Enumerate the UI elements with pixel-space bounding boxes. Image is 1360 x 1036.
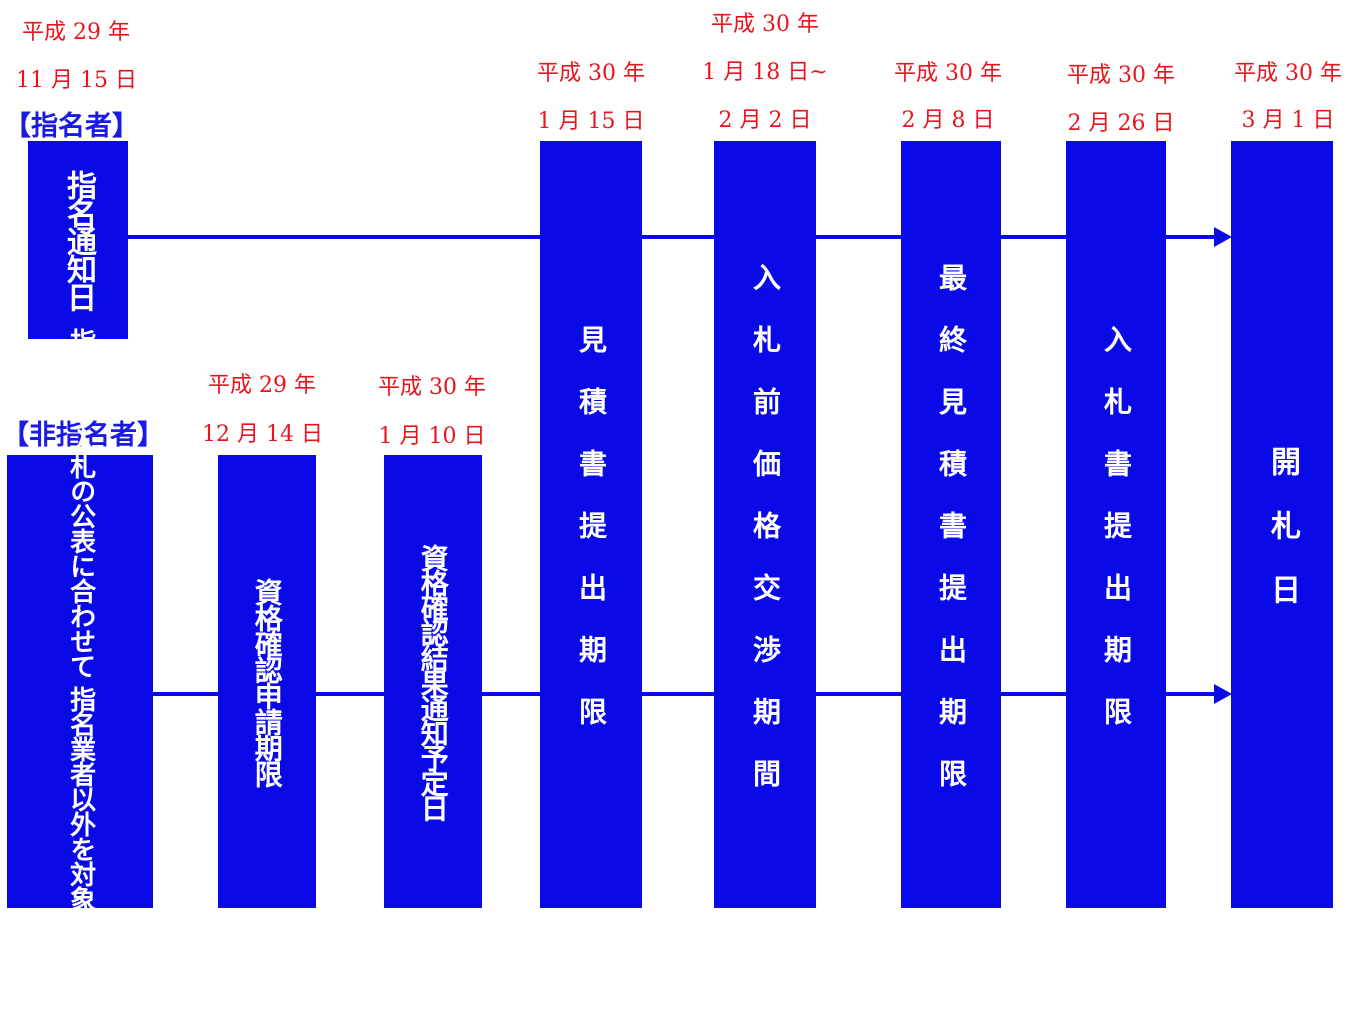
box-qual-apply: 資格確認申請期限 (218, 455, 316, 908)
box-public-notice: 指名競争入札の公表に合わせて 指名業者以外を対象に公募開始 (7, 328, 153, 1036)
date-day-nominate-notice: 11 月 15 日 (16, 68, 137, 93)
box-qual-result-text: 資格確認結果通知予定日 (416, 544, 450, 819)
date-day-qual-apply: 12 月 14 日 (202, 422, 323, 447)
date-era-estimate: 平成 30 年 (537, 61, 645, 86)
non-nominated-timeline-line (152, 692, 1218, 696)
date-era-negotiation: 平成 30 年 (711, 12, 819, 37)
box-public-notice-line1: 指名競争入札の公表に合わせて (65, 327, 96, 678)
date-day-bid: 2 月 26 日 (1067, 111, 1175, 136)
box-nominate-notice: 指名通知日 (28, 141, 128, 339)
date-era-qual-apply: 平成 29 年 (208, 373, 316, 398)
date-era-bid: 平成 30 年 (1067, 63, 1175, 88)
box-public-notice-line2: 指名業者以外を対象に公募開始 (65, 685, 96, 1036)
nominated-timeline-line (128, 235, 1218, 239)
box-bid: 入札書提出期限 (1066, 141, 1166, 908)
date-day-qual-result: 1 月 10 日 (378, 424, 486, 449)
box-bid-text: 入札書提出期限 (1100, 324, 1133, 759)
box-estimate-text: 見積書提出期限 (575, 324, 608, 759)
box-nominate-notice-text: 指名通知日 (61, 170, 96, 310)
box-final-estimate: 最終見積書提出期限 (901, 141, 1001, 908)
non-nominated-timeline-arrowhead (1214, 684, 1232, 704)
box-final-estimate-text: 最終見積書提出期限 (935, 262, 968, 821)
box-negotiation-text: 入札前価格交渉期間 (749, 262, 782, 821)
date-era-opening: 平成 30 年 (1234, 61, 1342, 86)
date-day-opening: 3 月 1 日 (1241, 108, 1335, 133)
box-qual-result: 資格確認結果通知予定日 (384, 455, 482, 908)
date-day-negotiation-end: 2 月 2 日 (718, 108, 812, 133)
box-opening: 開札日 (1231, 141, 1333, 908)
box-negotiation: 入札前価格交渉期間 (714, 141, 816, 908)
date-era-qual-result: 平成 30 年 (378, 375, 486, 400)
box-qual-apply-text: 資格確認申請期限 (250, 577, 284, 786)
nominated-timeline-arrowhead (1214, 227, 1232, 247)
box-estimate: 見積書提出期限 (540, 141, 642, 908)
box-opening-text: 開札日 (1265, 445, 1300, 638)
non-nominated-group-label: 【非指名者】 (2, 420, 164, 451)
date-day-final-estimate: 2 月 8 日 (901, 108, 995, 133)
date-era-final-estimate: 平成 30 年 (894, 61, 1002, 86)
date-day-estimate: 1 月 15 日 (537, 109, 645, 134)
date-day-negotiation-start: 1 月 18 日~ (702, 60, 828, 85)
nominated-group-label: 【指名者】 (4, 111, 139, 142)
date-era-nominate-notice: 平成 29 年 (22, 20, 130, 45)
